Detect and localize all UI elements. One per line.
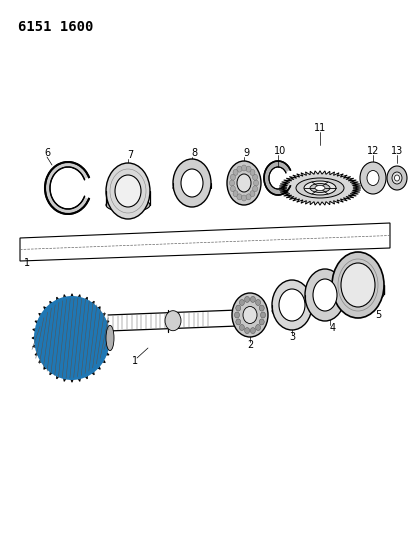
Ellipse shape xyxy=(235,312,239,318)
Text: 5: 5 xyxy=(375,310,381,320)
Polygon shape xyxy=(264,161,290,195)
Ellipse shape xyxy=(237,166,242,172)
Ellipse shape xyxy=(305,269,345,321)
Ellipse shape xyxy=(34,296,110,380)
Ellipse shape xyxy=(242,165,246,171)
Ellipse shape xyxy=(237,194,242,200)
Ellipse shape xyxy=(227,161,261,205)
Ellipse shape xyxy=(250,169,255,175)
Ellipse shape xyxy=(279,289,305,321)
Ellipse shape xyxy=(245,328,250,334)
Text: 10: 10 xyxy=(274,146,286,156)
Text: 6151 1600: 6151 1600 xyxy=(18,20,93,34)
Polygon shape xyxy=(45,162,89,214)
Ellipse shape xyxy=(231,174,235,180)
Text: 4: 4 xyxy=(330,323,336,333)
Text: 13: 13 xyxy=(391,146,403,156)
Ellipse shape xyxy=(272,280,312,330)
Ellipse shape xyxy=(315,185,325,190)
Ellipse shape xyxy=(392,172,402,184)
Ellipse shape xyxy=(255,325,261,330)
Ellipse shape xyxy=(106,163,150,219)
Ellipse shape xyxy=(165,311,181,330)
Polygon shape xyxy=(20,223,390,261)
Ellipse shape xyxy=(250,191,255,197)
Ellipse shape xyxy=(367,171,379,185)
Ellipse shape xyxy=(255,300,261,305)
Text: 6: 6 xyxy=(44,148,50,158)
Ellipse shape xyxy=(181,169,203,197)
Text: 12: 12 xyxy=(367,146,379,156)
Ellipse shape xyxy=(106,326,114,351)
Ellipse shape xyxy=(332,285,384,303)
Ellipse shape xyxy=(239,300,244,305)
Ellipse shape xyxy=(313,279,337,311)
Ellipse shape xyxy=(246,194,251,200)
Ellipse shape xyxy=(236,319,241,325)
Ellipse shape xyxy=(251,328,255,334)
Ellipse shape xyxy=(387,166,407,190)
Ellipse shape xyxy=(173,159,211,207)
Text: 2: 2 xyxy=(247,340,253,350)
Ellipse shape xyxy=(236,305,241,311)
Ellipse shape xyxy=(233,169,238,175)
Ellipse shape xyxy=(332,252,384,318)
Ellipse shape xyxy=(341,263,375,307)
Ellipse shape xyxy=(305,295,345,309)
Ellipse shape xyxy=(245,296,250,302)
Ellipse shape xyxy=(253,180,259,186)
Text: 7: 7 xyxy=(127,150,133,160)
Ellipse shape xyxy=(232,293,268,337)
Ellipse shape xyxy=(229,180,235,186)
Ellipse shape xyxy=(395,175,399,181)
Ellipse shape xyxy=(173,182,211,194)
Ellipse shape xyxy=(242,195,246,201)
Text: 9: 9 xyxy=(243,148,249,158)
Polygon shape xyxy=(279,171,361,205)
Polygon shape xyxy=(32,294,112,382)
Ellipse shape xyxy=(106,198,150,212)
Ellipse shape xyxy=(304,181,336,195)
Ellipse shape xyxy=(246,166,251,172)
Ellipse shape xyxy=(310,183,330,192)
Text: 8: 8 xyxy=(191,148,197,158)
Ellipse shape xyxy=(259,319,264,325)
Text: 1: 1 xyxy=(24,258,30,268)
Ellipse shape xyxy=(231,185,235,192)
Ellipse shape xyxy=(239,325,244,330)
Text: 1: 1 xyxy=(132,356,138,366)
Ellipse shape xyxy=(259,305,264,311)
Ellipse shape xyxy=(260,312,266,318)
Ellipse shape xyxy=(360,162,386,194)
Text: 11: 11 xyxy=(314,123,326,133)
Ellipse shape xyxy=(251,296,255,302)
Ellipse shape xyxy=(233,191,238,197)
Ellipse shape xyxy=(243,306,257,324)
Ellipse shape xyxy=(115,175,141,207)
Ellipse shape xyxy=(253,174,257,180)
Ellipse shape xyxy=(272,304,312,318)
Ellipse shape xyxy=(237,174,251,192)
Text: 3: 3 xyxy=(289,332,295,342)
Ellipse shape xyxy=(296,178,344,198)
Ellipse shape xyxy=(253,185,257,192)
